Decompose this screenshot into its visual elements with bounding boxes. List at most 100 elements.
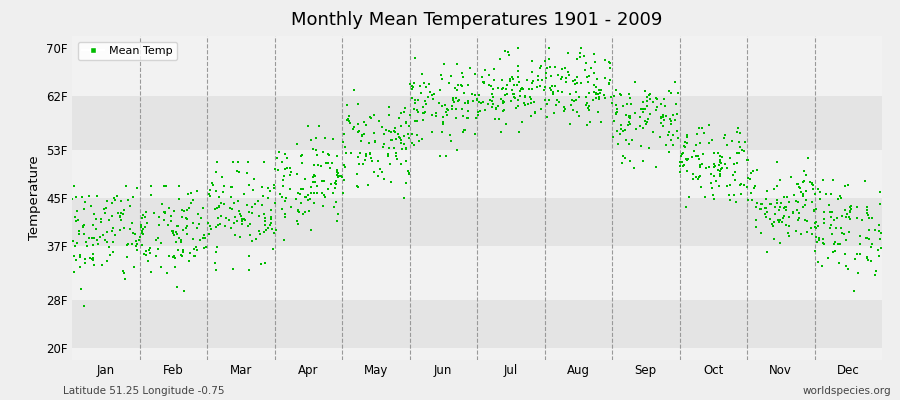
Mean Temp [451, 98, 465, 104]
Mean Temp [568, 97, 582, 104]
Mean Temp [551, 72, 565, 78]
Mean Temp [511, 78, 526, 85]
Mean Temp [356, 161, 371, 167]
Mean Temp [437, 61, 452, 68]
Mean Temp [587, 51, 601, 57]
Mean Temp [714, 166, 728, 172]
Mean Temp [209, 224, 223, 230]
Mean Temp [154, 264, 168, 271]
Mean Temp [65, 196, 79, 202]
Mean Temp [687, 147, 701, 154]
Mean Temp [234, 213, 248, 219]
Mean Temp [342, 113, 356, 119]
Mean Temp [158, 183, 172, 189]
Mean Temp [187, 246, 202, 252]
Mean Temp [205, 180, 220, 187]
Mean Temp [692, 164, 706, 170]
Mean Temp [706, 137, 720, 144]
Mean Temp [461, 100, 475, 106]
Mean Temp [112, 227, 127, 233]
Mean Temp [843, 208, 858, 214]
Mean Temp [638, 121, 652, 127]
Mean Temp [407, 106, 421, 112]
Mean Temp [310, 162, 325, 168]
Mean Temp [536, 86, 551, 93]
Mean Temp [404, 86, 419, 92]
Mean Temp [231, 198, 246, 204]
Mean Temp [658, 103, 672, 110]
Mean Temp [782, 233, 796, 240]
Mean Temp [613, 91, 627, 98]
Mean Temp [261, 184, 275, 191]
Mean Temp [324, 160, 338, 166]
Mean Temp [663, 89, 678, 96]
Mean Temp [134, 224, 148, 230]
Mean Temp [328, 178, 343, 184]
Mean Temp [656, 96, 670, 102]
Mean Temp [68, 252, 82, 259]
Mean Temp [609, 102, 624, 108]
Mean Temp [826, 248, 841, 255]
Mean Temp [166, 230, 180, 236]
Mean Temp [162, 253, 176, 259]
Mean Temp [223, 205, 238, 211]
Mean Temp [172, 183, 186, 189]
Mean Temp [195, 235, 210, 241]
Mean Temp [389, 153, 403, 159]
Mean Temp [193, 237, 207, 243]
Mean Temp [618, 112, 633, 118]
Mean Temp [255, 184, 269, 190]
Mean Temp [873, 201, 887, 207]
Mean Temp [134, 222, 148, 228]
Mean Temp [807, 191, 822, 197]
Mean Temp [865, 241, 879, 248]
Mean Temp [525, 86, 539, 92]
Mean Temp [623, 115, 637, 122]
Mean Temp [461, 82, 475, 88]
Mean Temp [176, 247, 191, 253]
Mean Temp [544, 87, 558, 93]
Mean Temp [564, 102, 579, 108]
Mean Temp [154, 240, 168, 246]
Mean Temp [355, 132, 369, 139]
Mean Temp [272, 149, 286, 156]
Mean Temp [227, 200, 241, 206]
Mean Temp [825, 177, 840, 183]
Mean Temp [546, 91, 561, 97]
Mean Temp [749, 204, 763, 210]
Mean Temp [98, 237, 112, 244]
Mean Temp [713, 157, 727, 164]
Mean Temp [838, 251, 852, 257]
Mean Temp [329, 167, 344, 174]
Mean Temp [872, 228, 886, 234]
Mean Temp [649, 164, 663, 170]
Mean Temp [397, 109, 411, 116]
Mean Temp [98, 210, 112, 216]
Mean Temp [96, 206, 111, 212]
Mean Temp [602, 59, 616, 66]
Mean Temp [552, 98, 566, 105]
Mean Temp [474, 100, 489, 107]
Mean Temp [590, 76, 604, 82]
Mean Temp [459, 114, 473, 121]
Mean Temp [691, 176, 706, 182]
Mean Temp [85, 235, 99, 242]
Mean Temp [860, 212, 875, 219]
Mean Temp [804, 225, 818, 232]
Mean Temp [778, 204, 792, 210]
Mean Temp [212, 203, 227, 209]
Mean Temp [581, 103, 596, 109]
Mean Temp [499, 86, 513, 92]
Mean Temp [839, 237, 853, 243]
Mean Temp [82, 193, 96, 199]
Mean Temp [860, 254, 875, 260]
Mean Temp [307, 200, 321, 207]
Mean Temp [341, 116, 356, 122]
Mean Temp [306, 174, 320, 180]
Mean Temp [505, 74, 519, 81]
Mean Temp [271, 167, 285, 174]
Mean Temp [659, 112, 673, 119]
Mean Temp [371, 157, 385, 164]
Mean Temp [580, 122, 594, 128]
Mean Temp [513, 88, 527, 94]
